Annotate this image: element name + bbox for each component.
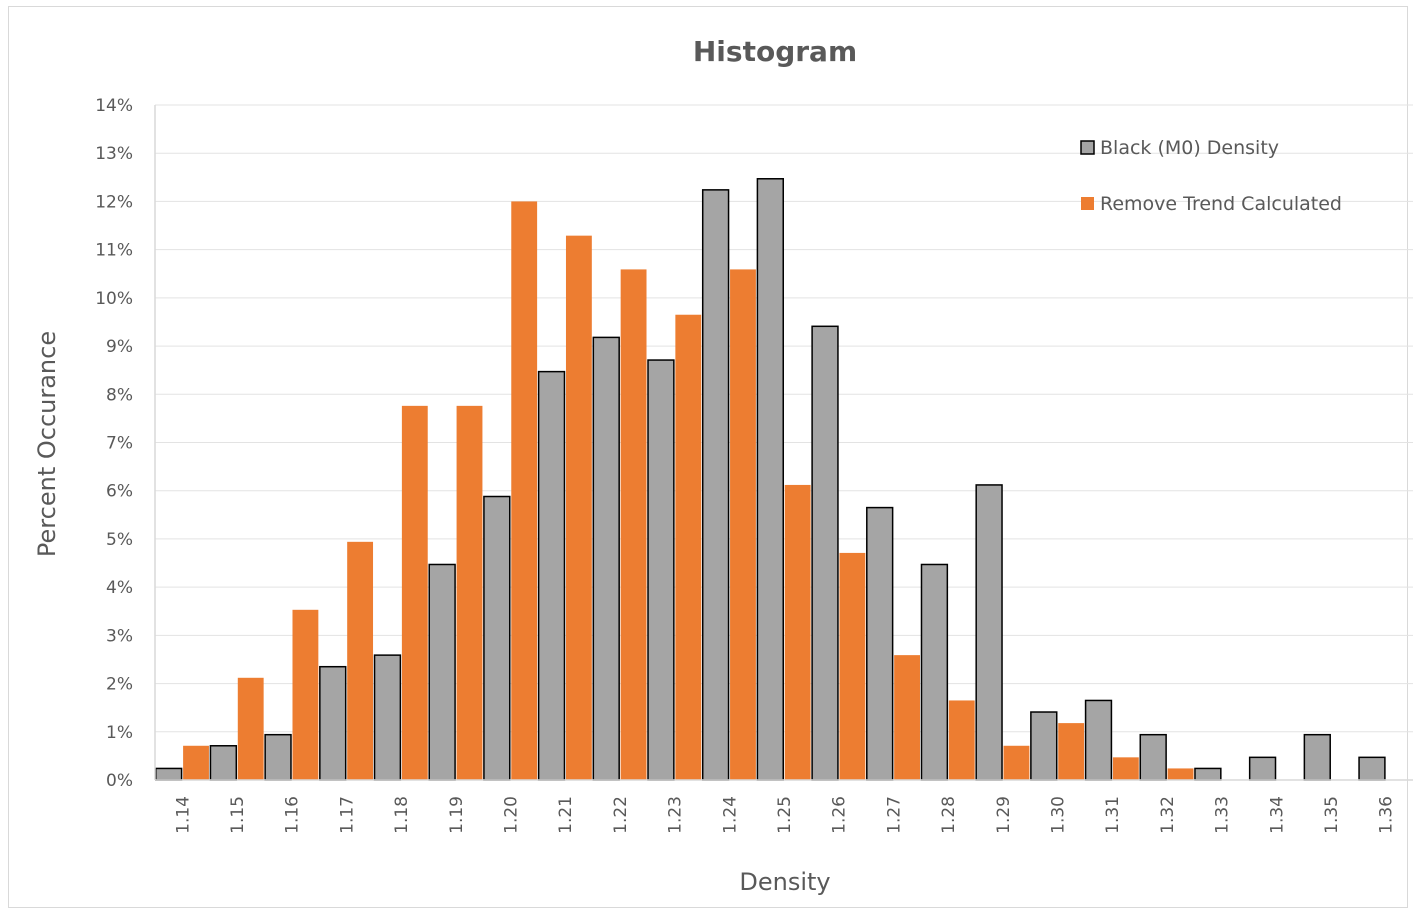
bar-remove-trend-calculated-1.17 (347, 541, 374, 780)
legend-label-remove-trend-calculated: Remove Trend Calculated (1100, 193, 1342, 215)
bar-black-m0-density-1.17 (319, 665, 347, 781)
x-tick-label: 1.27 (884, 796, 904, 834)
y-axis-title: Percent Occurance (33, 331, 61, 557)
bar-black-m0-density-1.27 (866, 506, 894, 781)
bar-black-m0-density-1.19 (428, 563, 456, 781)
bar-black-m0-density-1.29 (975, 484, 1003, 781)
y-tick-label: 5% (106, 530, 133, 550)
bar-remove-trend-calculated-1.23 (675, 314, 702, 780)
x-tick-label: 1.17 (337, 796, 357, 834)
bar-remove-trend-calculated-1.16 (292, 609, 319, 780)
bar-black-m0-density-1.16 (264, 733, 292, 781)
x-tick-label: 1.25 (775, 796, 795, 834)
chart-title: Histogram (693, 35, 857, 68)
bar-black-m0-density-1.28 (920, 563, 949, 781)
bar-remove-trend-calculated-1.19 (456, 405, 483, 780)
legend-label-black-m0-density: Black (M0) Density (1100, 137, 1279, 159)
bar-remove-trend-calculated-1.24 (730, 269, 756, 780)
x-axis-ticks: 1.14 1.15 1.16 1.17 1.18 1.19 1.20 1.21 1.22 1.23… (173, 796, 1396, 834)
bar-remove-trend-calculated-1.20 (511, 201, 538, 780)
x-tick-label: 1.15 (228, 796, 248, 834)
bar-black-m0-density-1.26 (811, 325, 839, 781)
x-tick-label: 1.21 (556, 796, 576, 834)
x-tick-label: 1.32 (1158, 796, 1178, 834)
x-tick-label: 1.18 (392, 796, 412, 834)
y-tick-label: 0% (106, 771, 133, 791)
bar-remove-trend-calculated-1.29 (1003, 745, 1030, 780)
legend-swatch-black-m0-density (1080, 140, 1095, 155)
y-tick-label: 2% (106, 675, 133, 695)
y-tick-label: 9% (106, 337, 133, 357)
bar-black-m0-density-1.20 (483, 495, 511, 781)
bar-black-m0-density-1.21 (537, 370, 566, 781)
bar-black-m0-density-1.14 (155, 767, 183, 781)
bar-black-m0-density-1.18 (373, 654, 402, 781)
x-tick-label: 1.28 (939, 796, 959, 834)
bar-black-m0-density-1.35 (1303, 733, 1331, 781)
bar-remove-trend-calculated-1.27 (894, 655, 920, 781)
bar-remove-trend-calculated-1.15 (237, 677, 264, 780)
x-tick-label: 1.23 (666, 796, 686, 834)
bar-black-m0-density-1.24 (701, 189, 730, 781)
y-tick-label: 13% (95, 144, 133, 164)
bar-remove-trend-calculated-1.31 (1112, 757, 1139, 780)
bar-black-m0-density-1.34 (1248, 756, 1277, 781)
y-tick-label: 10% (95, 289, 133, 309)
x-tick-label: 1.24 (720, 796, 740, 834)
y-tick-label: 12% (95, 192, 133, 212)
bar-remove-trend-calculated-1.21 (565, 235, 592, 780)
x-tick-label: 1.35 (1322, 796, 1342, 834)
legend: Black (M0) Density Remove Trend Calculat… (1080, 137, 1342, 215)
y-tick-label: 8% (106, 385, 133, 405)
bars (155, 178, 1386, 781)
bar-black-m0-density-1.23 (647, 359, 675, 781)
x-tick-label: 1.33 (1213, 796, 1233, 834)
y-tick-label: 4% (106, 578, 133, 598)
x-tick-label: 1.26 (830, 796, 850, 834)
bar-black-m0-density-1.31 (1084, 699, 1113, 781)
y-tick-label: 14% (95, 96, 133, 116)
x-tick-label: 1.20 (502, 796, 522, 834)
x-tick-label: 1.16 (283, 796, 303, 834)
x-tick-label: 1.14 (173, 796, 193, 834)
bar-remove-trend-calculated-1.28 (948, 700, 975, 780)
y-tick-label: 7% (106, 434, 133, 454)
x-tick-label: 1.31 (1103, 796, 1123, 834)
bar-remove-trend-calculated-1.18 (401, 405, 428, 780)
x-tick-label: 1.22 (611, 796, 631, 834)
x-axis-title: Density (739, 868, 830, 896)
bar-black-m0-density-1.25 (756, 178, 785, 781)
bar-black-m0-density-1.22 (592, 336, 620, 781)
x-tick-label: 1.29 (994, 796, 1014, 834)
y-tick-label: 1% (106, 723, 133, 743)
y-tick-label: 6% (106, 482, 133, 502)
bar-remove-trend-calculated-1.22 (620, 269, 647, 780)
bar-black-m0-density-1.36 (1358, 756, 1386, 781)
bar-remove-trend-calculated-1.14 (183, 745, 209, 780)
bar-remove-trend-calculated-1.26 (839, 552, 866, 780)
x-tick-label: 1.19 (447, 796, 467, 834)
bar-remove-trend-calculated-1.25 (784, 484, 811, 780)
x-tick-label: 1.34 (1267, 796, 1287, 834)
x-tick-label: 1.36 (1377, 796, 1397, 834)
y-axis-ticks: 0% 1% 2% 3% 4% 5% 6% 7% 8% 9% 10% 11% 12% 13% 14% (95, 96, 133, 791)
bar-remove-trend-calculated-1.30 (1058, 723, 1085, 780)
y-tick-label: 3% (106, 626, 133, 646)
bar-black-m0-density-1.32 (1139, 733, 1167, 781)
bar-black-m0-density-1.15 (209, 745, 238, 781)
y-tick-label: 11% (95, 241, 133, 261)
bar-remove-trend-calculated-1.32 (1167, 768, 1194, 780)
bar-black-m0-density-1.33 (1194, 767, 1222, 781)
x-tick-label: 1.30 (1048, 796, 1068, 834)
bar-black-m0-density-1.30 (1030, 711, 1058, 781)
legend-swatch-remove-trend-calculated (1081, 197, 1094, 210)
